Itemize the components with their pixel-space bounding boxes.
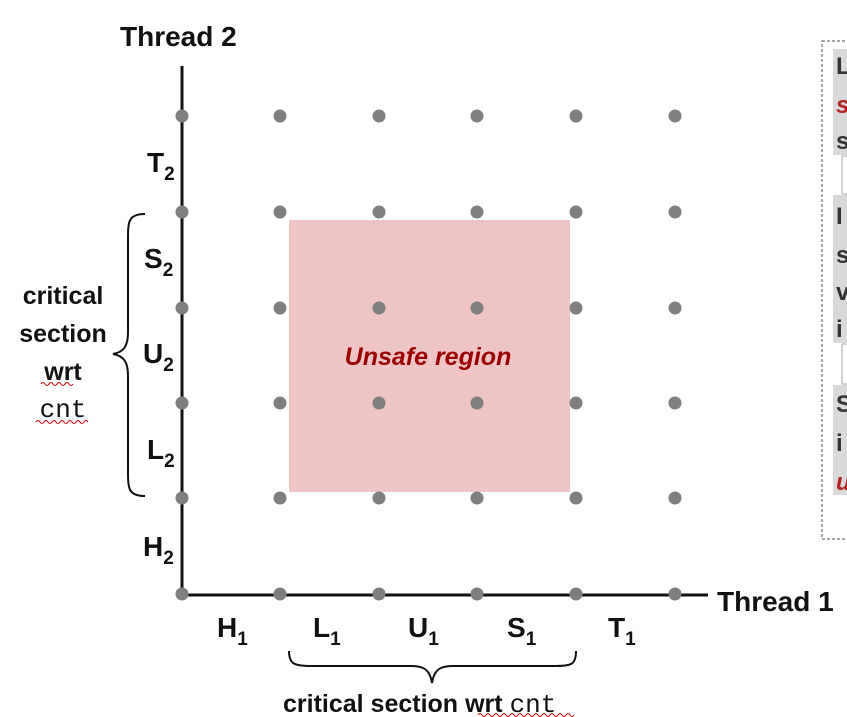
thread2-step-s: S2 [144,243,173,281]
side-panel-fragment: i [836,430,843,457]
left-caption-line3: wrt [43,358,82,386]
unsafe-region-label: Unsafe region [345,343,512,371]
grid-point [668,396,682,410]
side-panel-text: LssIsviSiu [836,53,847,496]
grid-point [175,205,189,219]
left-caption-line2: section [19,320,107,348]
side-panel-notch-2 [841,343,847,385]
thread1-step-u: U1 [408,612,439,650]
thread1-step-t: T1 [608,612,636,650]
grid-point [569,491,583,505]
bottom-brace-caption: critical section wrt cnt [283,690,575,717]
grid-point [372,396,386,410]
grid-point [273,491,287,505]
side-panel-fragment: L [836,53,847,80]
grid-point [273,396,287,410]
grid-point [372,491,386,505]
grid-point [372,587,386,601]
grid-point [470,587,484,601]
side-panel-fragment: I [836,203,843,230]
left-caption-line1: critical [23,282,104,310]
grid-point [569,396,583,410]
grid-point [569,109,583,123]
side-panel-fragment: u [836,469,847,496]
grid-point [668,109,682,123]
grid-point [273,205,287,219]
grid-point [668,491,682,505]
left-brace-caption: critical section wrt cnt [19,282,107,425]
thread2-step-t: T2 [147,147,175,185]
bottom-caption: critical section wrt cnt [283,690,556,717]
side-panel-fragment: S [836,391,847,418]
bottom-brace [288,650,577,684]
grid-point [175,587,189,601]
spell-squiggle-wrt [40,382,74,386]
side-panel-fragment: s [836,242,847,269]
grid-point [175,301,189,315]
side-panel-fragment: v [836,279,847,306]
grid-point [470,396,484,410]
grid-point [372,205,386,219]
grid-point [470,491,484,505]
grid-point [569,205,583,219]
left-caption-line4: cnt [40,395,87,425]
y-axis-title: Thread 2 [120,21,237,52]
thread2-step-u: U2 [143,338,174,376]
left-brace [112,213,146,497]
spell-squiggle-cnt [35,420,89,424]
grid-point [470,205,484,219]
grid-point [372,109,386,123]
unsafe-region [289,220,570,492]
side-panel-block-2 [833,195,847,343]
side-panel-block-1 [833,49,847,155]
side-panel-fragment: s [836,92,847,119]
grid-point [668,301,682,315]
thread1-step-h: H1 [217,612,248,650]
thread1-step-l: L1 [313,612,341,650]
grid-point [273,587,287,601]
grid-point [668,587,682,601]
side-panel-block-3 [833,385,847,495]
grid-point [470,109,484,123]
grid-points [175,109,682,601]
side-panel-notch-1 [841,155,847,195]
grid-point [175,396,189,410]
grid-point [175,109,189,123]
grid-point [668,205,682,219]
side-panel-fragment: s [836,128,847,155]
thread1-step-labels: H1 L1 U1 S1 T1 [217,612,636,650]
grid-point [569,301,583,315]
grid-point [569,587,583,601]
x-axis-title: Thread 1 [717,586,834,617]
thread2-step-labels: T2 S2 U2 L2 H2 [143,147,175,569]
spell-squiggle-bottom [477,713,575,717]
thread2-step-l: L2 [147,434,175,472]
thread1-step-s: S1 [507,612,537,650]
grid-point [273,301,287,315]
grid-point [273,109,287,123]
grid-point [372,301,386,315]
side-panel-fragment: i [836,316,843,343]
grid-point [175,491,189,505]
side-panel: LssIsviSiu [821,40,847,540]
grid-point [470,301,484,315]
thread2-step-h: H2 [143,531,174,569]
